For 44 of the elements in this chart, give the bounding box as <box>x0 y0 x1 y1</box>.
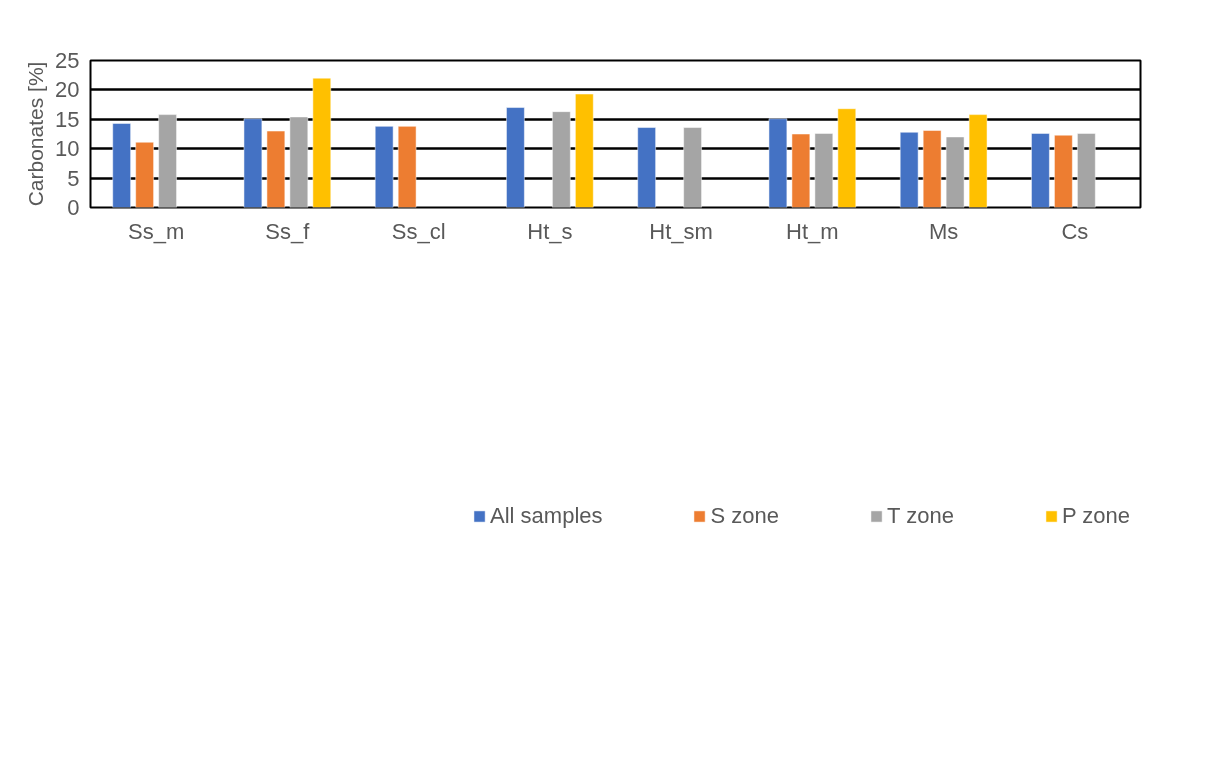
y-tick-label: 15 <box>55 106 80 132</box>
bar <box>814 133 834 208</box>
bar <box>552 111 571 208</box>
bar <box>683 127 702 208</box>
bar <box>1077 133 1096 208</box>
legend-label: P zone <box>1061 503 1130 529</box>
bar <box>266 130 286 208</box>
x-tick-label: Ss_cl <box>391 218 446 244</box>
bar <box>968 114 988 208</box>
y-tick-label: 5 <box>67 165 80 191</box>
bar <box>1054 134 1073 208</box>
bar <box>1031 133 1050 208</box>
bar <box>791 133 811 208</box>
bar <box>112 123 131 208</box>
bar <box>158 114 177 208</box>
bar <box>312 77 332 208</box>
bar <box>922 130 942 208</box>
bar <box>135 141 154 208</box>
bar <box>945 136 965 208</box>
bar <box>899 131 919 208</box>
legend-label: All samples <box>490 503 603 529</box>
x-tick-label: Ms <box>928 218 959 244</box>
legend-label: T zone <box>887 503 954 529</box>
bar <box>837 108 857 208</box>
bar <box>374 126 394 208</box>
x-tick-label: Ss_m <box>128 218 185 244</box>
y-axis-title: Carbonates [%] <box>24 61 48 207</box>
x-tick-label: Ss_f <box>265 218 311 244</box>
x-tick-label: Ht_sm <box>649 218 713 244</box>
y-tick-label: 20 <box>55 77 80 103</box>
y-tick-label: 0 <box>67 195 80 220</box>
x-tick-label: Ht_m <box>786 218 839 244</box>
y-tick-label: 25 <box>55 48 80 73</box>
bar <box>637 127 656 208</box>
legend-label: S zone <box>710 503 780 529</box>
x-tick-label: Cs <box>1061 218 1089 244</box>
bar <box>289 116 309 208</box>
bar <box>397 126 417 208</box>
bar <box>243 118 263 208</box>
bar <box>575 93 594 208</box>
bar <box>768 118 788 208</box>
y-tick-label: 10 <box>55 136 80 162</box>
x-tick-label: Ht_s <box>527 218 573 244</box>
bar <box>506 107 525 208</box>
